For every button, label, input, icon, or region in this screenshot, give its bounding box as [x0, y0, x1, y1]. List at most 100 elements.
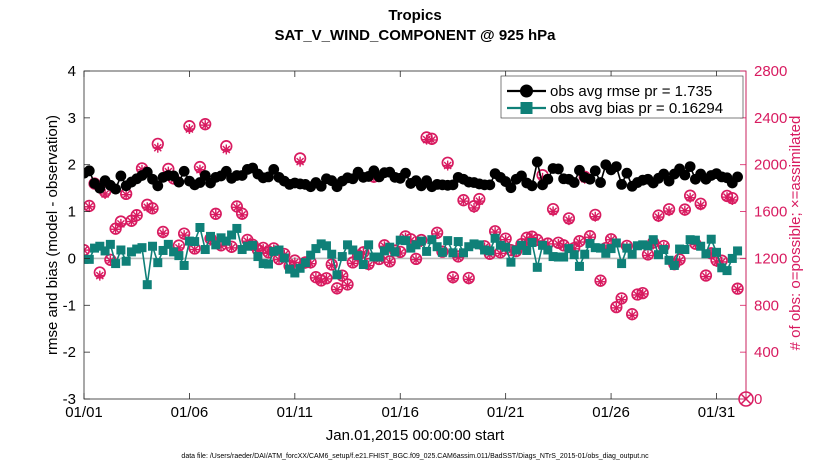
rmse-point [584, 173, 596, 185]
bias-point [675, 244, 685, 254]
rmse-point [447, 179, 459, 191]
bias-point [654, 250, 664, 260]
obs-assimilated-marker [548, 206, 559, 217]
bias-point [474, 240, 484, 250]
obs-assimilated-marker [563, 215, 574, 226]
y2-tick-label: 400 [754, 344, 779, 361]
bias-point [580, 249, 590, 259]
y2-tick-label: 2800 [754, 63, 787, 80]
bias-point [538, 240, 548, 250]
obs-assimilated-marker [384, 257, 395, 268]
bias-point [279, 253, 289, 263]
bias-point [416, 236, 426, 246]
bias-point [611, 238, 621, 248]
bias-point [722, 266, 732, 276]
bias-point [733, 246, 743, 256]
bias-point [374, 252, 384, 262]
obs-assimilated-marker [447, 273, 458, 284]
rmse-point [94, 182, 106, 194]
bias-point [622, 243, 632, 253]
bias-point [437, 247, 447, 257]
rmse-point [552, 163, 564, 175]
y-tick-label: 2 [68, 157, 76, 174]
bias-point [337, 252, 347, 262]
x-tick-label: 01/16 [381, 404, 419, 421]
rmse-point [84, 165, 95, 177]
bias-point [111, 259, 121, 269]
obs-assimilated-marker [574, 237, 585, 248]
rmse-point [505, 182, 517, 194]
bias-point [216, 233, 226, 243]
bias-point [237, 245, 247, 255]
bias-point [427, 235, 437, 245]
obs-assimilated-marker [463, 274, 474, 285]
bias-point [696, 241, 706, 251]
rmse-point [732, 171, 743, 183]
bias-point [364, 240, 374, 250]
bias-point [469, 239, 479, 249]
x-tick-label: 01/01 [65, 404, 103, 421]
rmse-point [589, 165, 601, 177]
bias-point [522, 245, 532, 255]
obs-assimilated-marker [147, 204, 158, 215]
obs-assimilated-marker [616, 294, 627, 305]
rmse-point [268, 164, 280, 175]
obs-assimilated-marker [732, 284, 743, 295]
bias-point [174, 251, 184, 261]
bias-point [717, 263, 727, 273]
obs-assimilated-marker [110, 224, 121, 235]
bias-point [553, 252, 563, 262]
bias-point [248, 240, 258, 250]
y-tick-label: -1 [63, 297, 76, 314]
obs-assimilated-marker [158, 228, 169, 239]
rmse-point [178, 165, 190, 177]
bias-point [501, 242, 511, 252]
bias-point [659, 245, 669, 255]
bias-point [601, 248, 611, 258]
y-tick-label: 0 [68, 250, 76, 267]
bias-point [263, 259, 273, 269]
legend-bias-label: obs avg bias pr = 0.16294 [550, 100, 723, 117]
bias-point [105, 239, 115, 249]
bias-point [706, 234, 716, 244]
y2-tick-label: 0 [754, 391, 762, 408]
rmse-point [315, 180, 327, 192]
obs-assimilated-marker [442, 160, 453, 171]
obs-assimilated-marker [695, 200, 706, 211]
bias-point [253, 252, 263, 262]
rmse-point [542, 173, 554, 185]
obs-assimilated-marker [595, 276, 606, 287]
obs-assimilated-marker [321, 273, 332, 284]
bias-point [153, 258, 163, 268]
obs-assimilated-marker [342, 280, 353, 291]
bias-point [142, 280, 152, 290]
bias-point [495, 240, 505, 250]
rmse-point [110, 183, 122, 195]
bias-point [543, 245, 553, 255]
chart-title-group: Tropics SAT_V_WIND_COMPONENT @ 925 hPa [274, 7, 556, 44]
bias-point [369, 252, 379, 262]
obs-assimilated-marker [611, 302, 622, 313]
bias-point [126, 247, 136, 257]
obs-assimilated-marker [152, 142, 163, 153]
bias-point [406, 243, 416, 253]
bias-point [648, 235, 658, 245]
obs-assimilated-marker [131, 210, 142, 221]
obs-assimilated-marker [210, 209, 221, 220]
bias-point [559, 252, 569, 262]
rmse-point [531, 156, 543, 168]
legend-box [500, 75, 744, 119]
obs-assimilated-marker [115, 218, 126, 229]
y2-axis-label: # of obs: o=possible; ×=assimilated [787, 116, 804, 351]
bias-point [343, 240, 353, 250]
obs-assimilated-marker [653, 212, 664, 223]
bias-point [285, 264, 295, 274]
rmse-point [199, 170, 211, 181]
obs-assimilated-marker [469, 202, 480, 213]
y-tick-label: 3 [68, 110, 76, 127]
bias-point [585, 238, 595, 248]
bias-point [516, 240, 526, 250]
bias-point [701, 249, 711, 259]
bias-point [169, 247, 179, 257]
bias-point [353, 251, 363, 261]
